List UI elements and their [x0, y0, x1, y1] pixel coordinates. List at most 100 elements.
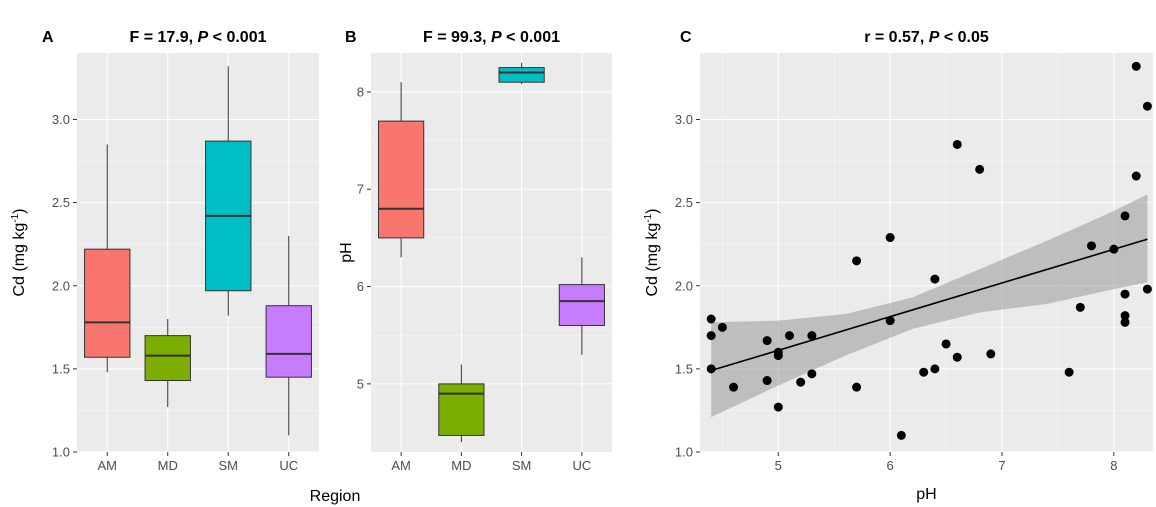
scatter-point [807, 331, 817, 341]
box-md [144, 319, 191, 408]
scatter-point [729, 382, 739, 392]
scatter-point [1120, 317, 1130, 327]
panel-letter: C [680, 29, 692, 46]
y-axis-title-main: pH [338, 242, 355, 262]
scatter-point [1131, 61, 1141, 71]
box-body [265, 305, 312, 378]
x-tick-label: SM [219, 458, 239, 473]
scatter-point [784, 331, 794, 341]
title-p-symbol: P [929, 29, 940, 46]
y-tick-label: 1.5 [52, 361, 70, 376]
scatter-point [1120, 289, 1130, 299]
y-tick-label: 3.0 [52, 112, 70, 127]
box-sm [205, 66, 252, 316]
y-tick-label: 1.5 [675, 361, 693, 376]
y-tick-label: 1.0 [675, 445, 693, 460]
scatter-point [896, 430, 906, 440]
scatter-point [706, 314, 716, 324]
scatter-point [941, 339, 951, 349]
y-axis-title-sup: -1 [10, 213, 21, 222]
scatter-point [1086, 241, 1096, 251]
scatter-point [1064, 367, 1074, 377]
box-body [498, 67, 545, 83]
scatter-point [1120, 211, 1130, 221]
title-text-suffix: < 0.05 [939, 29, 988, 46]
plot-background [371, 53, 612, 452]
x-tick-label: 6 [887, 458, 894, 473]
scatter-point [952, 352, 962, 362]
box-body [438, 383, 485, 436]
scatter-point [1109, 244, 1119, 254]
y-axis-title: Cd (mg kg-1) [643, 208, 661, 296]
y-tick-label: 2.0 [675, 278, 693, 293]
scatter-point [762, 336, 772, 346]
scatter-point [1120, 311, 1130, 321]
y-tick-label: 5 [357, 376, 364, 391]
panel-b-boxplot: 5 6 7 8 AM MD SM UC F = 99.3, P < 0.001 BpH [338, 29, 612, 473]
panel-title: F = 99.3, P < 0.001 [423, 29, 560, 46]
panel-title: F = 17.9, P < 0.001 [130, 29, 267, 46]
x-tick-label: 8 [1110, 458, 1117, 473]
panel-a-boxplot: 1.0 1.5 2.0 2.5 3.0 AM MD SM UC F = 17.9, P < 0.0… [10, 29, 319, 473]
x-tick-label: UC [572, 458, 591, 473]
box-body [558, 284, 605, 326]
y-tick-label: 3.0 [675, 112, 693, 127]
scatter-point [975, 164, 985, 174]
scatter-point [885, 233, 895, 243]
y-tick-label: 2.5 [52, 195, 70, 210]
x-tick-label: AM [391, 458, 411, 473]
scatter-point [1075, 302, 1085, 312]
scatter-point [773, 402, 783, 412]
scatter-point [1142, 284, 1152, 294]
scatter-point [1131, 171, 1141, 181]
scatter-point [773, 351, 783, 361]
y-axis-title-main: Cd (mg kg [644, 223, 661, 297]
y-tick-label: 2.0 [52, 278, 70, 293]
scatter-point [762, 376, 772, 386]
y-tick-label: 2.5 [675, 195, 693, 210]
scatter-point [986, 349, 996, 359]
regression-line [710, 238, 1148, 372]
title-text-prefix: F = 17.9, [130, 29, 198, 46]
x-tick-label: 7 [998, 458, 1005, 473]
box-body [378, 120, 425, 239]
scatter-point [1142, 101, 1152, 111]
x-tick-label: MD [451, 458, 471, 473]
scatter-point [717, 322, 727, 332]
box-body [144, 335, 191, 382]
scatter-point [796, 377, 806, 387]
y-axis-title-sup: -1 [643, 213, 654, 222]
title-p-symbol: P [491, 29, 502, 46]
title-text-prefix: F = 99.3, [423, 29, 491, 46]
scatter-point [706, 331, 716, 341]
scatter-point [807, 369, 817, 379]
panel-c-scatter: 1.0 1.5 2.0 2.5 3.0 5 6 7 8 r = 0.57, P < 0.05 C Cd… [643, 29, 1153, 503]
box-body [84, 248, 131, 358]
y-axis-title-close: ) [11, 208, 28, 213]
box-md [438, 364, 485, 443]
title-text-suffix: < 0.001 [208, 29, 266, 46]
panel-letter: A [42, 29, 54, 46]
title-p-symbol: P [198, 29, 209, 46]
scatter-point [852, 382, 862, 392]
shared-x-axis-title: Region [310, 488, 361, 505]
y-tick-label: 8 [357, 84, 364, 99]
scatter-point [930, 364, 940, 374]
y-tick-label: 7 [357, 182, 364, 197]
y-tick-label: 6 [357, 279, 364, 294]
panel-title: r = 0.57, P < 0.05 [864, 29, 989, 46]
y-tick-label: 1.0 [52, 445, 70, 460]
box-am [378, 82, 425, 258]
scatter-point [706, 364, 716, 374]
scatter-point [930, 274, 940, 284]
y-axis-title-main: Cd (mg kg [11, 223, 28, 297]
box-sm [498, 62, 545, 85]
box-uc [558, 257, 605, 355]
scatter-point [919, 367, 929, 377]
panel-letter: B [345, 29, 357, 46]
title-text-prefix: r = 0.57, [864, 29, 929, 46]
x-axis-title: pH [916, 486, 936, 503]
box-am [84, 144, 131, 373]
x-tick-label: SM [512, 458, 532, 473]
